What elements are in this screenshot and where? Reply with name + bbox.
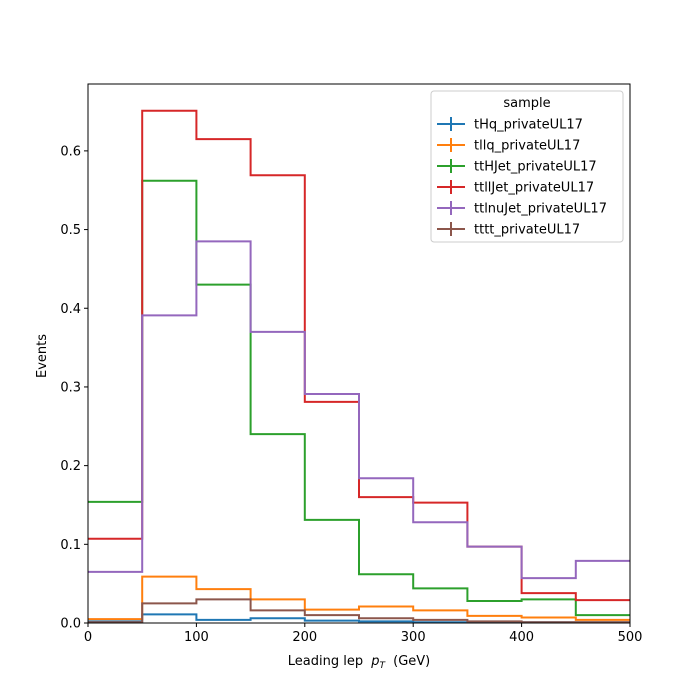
legend-entry: ttHJet_privateUL17 xyxy=(437,159,597,175)
series-layer xyxy=(88,109,630,624)
series-line-ttlnuJet_privateUL17 xyxy=(88,240,630,580)
legend-title: sample xyxy=(503,96,550,111)
y-tick-label: 0.6 xyxy=(60,144,81,159)
legend: sample tHq_privateUL17 tllq_privateUL17tt… xyxy=(430,90,624,243)
legend-entry: tHq_privateUL17 xyxy=(437,117,583,133)
x-tick-label: 300 xyxy=(401,630,426,645)
legend-box xyxy=(430,90,624,243)
legend-label: tllq_privateUL17 xyxy=(474,139,580,154)
series-line-tttt_privateUL17 xyxy=(88,598,630,624)
y-tick-label: 0.2 xyxy=(60,459,81,474)
x-tick-label: 400 xyxy=(509,630,534,645)
y-axis-title: Events xyxy=(35,334,50,378)
x-tick-label: 200 xyxy=(292,630,317,645)
series-line-tllq_privateUL17 xyxy=(88,575,630,621)
legend-label: ttllJet_privateUL17 xyxy=(474,181,594,196)
x-axis-title-unit: (GeV) xyxy=(393,654,430,669)
series-line-ttHJet_privateUL17 xyxy=(88,179,630,617)
legend-entry: ttlnuJet_privateUL17 xyxy=(437,201,607,217)
series-ttHJet_privateUL17 xyxy=(88,179,630,617)
series-tllq_privateUL17 xyxy=(88,575,630,621)
x-axis-title: Leading lep pT (GeV) xyxy=(288,654,430,672)
y-tick-label: 0.3 xyxy=(60,380,81,395)
legend-entry: tttt_privateUL17 xyxy=(437,222,580,238)
series-tttt_privateUL17 xyxy=(88,598,630,624)
legend-label: tHq_privateUL17 xyxy=(474,118,583,133)
y-tick-label: 0.0 xyxy=(60,617,81,632)
legend-entries: tHq_privateUL17 tllq_privateUL17 ttHJet_pr… xyxy=(437,117,607,238)
y-tick-label: 0.5 xyxy=(60,223,81,238)
x-tick-label: 0 xyxy=(84,630,92,645)
legend-label: ttlnuJet_privateUL17 xyxy=(474,202,607,217)
x-axis-title-symbol: p xyxy=(370,654,379,669)
x-axis-title-subscript: T xyxy=(379,661,386,671)
y-tick-label: 0.4 xyxy=(60,302,81,317)
x-axis-ticks: 0 100 200 300 400 500 xyxy=(84,623,643,645)
x-tick-label: 500 xyxy=(618,630,643,645)
x-tick-label: 100 xyxy=(184,630,209,645)
legend-label: ttHJet_privateUL17 xyxy=(474,160,597,175)
legend-entry: ttllJet_privateUL17 xyxy=(437,180,594,196)
plot-frame xyxy=(87,83,631,624)
legend-label: tttt_privateUL17 xyxy=(474,223,580,238)
legend-entry: tllq_privateUL17 xyxy=(437,138,580,154)
x-axis-title-text: Leading lep xyxy=(288,654,363,669)
y-tick-label: 0.1 xyxy=(60,538,81,553)
series-ttlnuJet_privateUL17 xyxy=(88,240,630,580)
y-axis-ticks: 0.0 0.1 0.2 0.3 0.4 0.5 0.6 xyxy=(60,144,88,632)
